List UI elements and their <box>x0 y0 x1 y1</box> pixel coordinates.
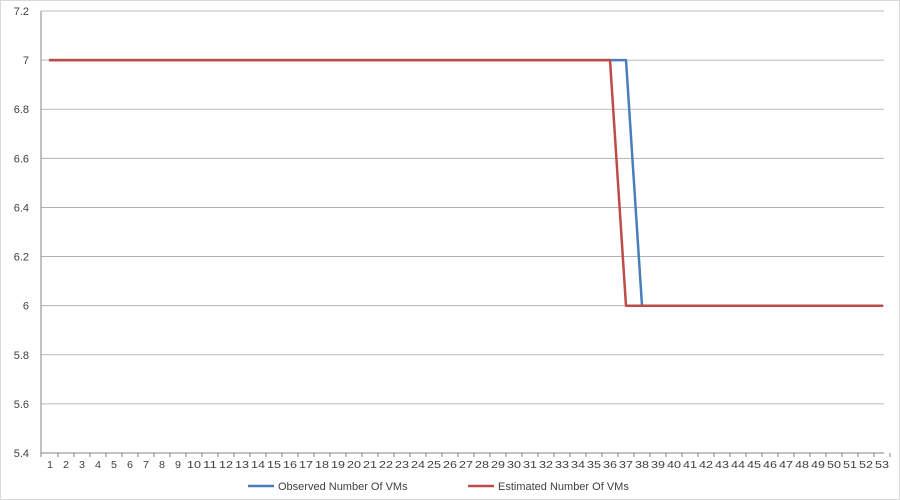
x-tick-label: 40 <box>667 460 682 471</box>
x-tick-label: 49 <box>811 460 826 471</box>
gridlines <box>41 10 884 405</box>
x-tick-label: 21 <box>363 460 378 471</box>
x-tick-label: 50 <box>827 460 842 471</box>
x-tick-label: 43 <box>715 460 730 471</box>
x-tick-label: 30 <box>507 460 522 471</box>
y-tick-label: 6.4 <box>14 202 29 214</box>
x-tick-label: 2 <box>63 460 69 471</box>
y-tick-labels: 5.4 5.6 5.8 6 6.2 6.4 6.6 6.8 7 7.2 <box>14 6 29 460</box>
legend: Observed Number Of VMs Estimated Number O… <box>248 481 629 493</box>
x-tick-label: 41 <box>683 460 698 471</box>
x-tick-label: 48 <box>795 460 810 471</box>
x-tick-label: 11 <box>203 460 218 471</box>
x-tick-label: 14 <box>251 460 266 471</box>
x-tick-label: 29 <box>491 460 506 471</box>
x-tick-label: 17 <box>299 460 314 471</box>
y-tick-label: 6.8 <box>14 104 29 116</box>
x-tick-label: 47 <box>779 460 794 471</box>
x-tick-label: 45 <box>747 460 762 471</box>
x-tick-label: 39 <box>651 460 666 471</box>
y-tick-label: 6.6 <box>14 153 29 165</box>
x-tick-label: 28 <box>475 460 490 471</box>
x-tick-label: 46 <box>763 460 778 471</box>
x-tick-label: 8 <box>159 460 165 471</box>
x-tick-label: 15 <box>267 460 282 471</box>
x-tick-label: 12 <box>219 460 234 471</box>
x-tick-label: 3 <box>79 460 85 471</box>
y-tick-label: 5.6 <box>14 399 29 411</box>
legend-label: Estimated Number Of VMs <box>498 481 629 493</box>
x-tick-label: 20 <box>347 460 362 471</box>
legend-label: Observed Number Of VMs <box>278 481 408 493</box>
x-tick-label: 37 <box>619 460 634 471</box>
y-tick-label: 6 <box>23 301 29 313</box>
series-lines <box>48 58 884 307</box>
x-tick-label: 19 <box>331 460 346 471</box>
x-tick-label: 7 <box>143 460 149 471</box>
x-tick-label: 18 <box>315 460 330 471</box>
x-tick-label: 33 <box>555 460 570 471</box>
y-tick-label: 5.4 <box>14 448 29 460</box>
x-tick-label: 4 <box>95 460 101 471</box>
y-tick-label: 5.8 <box>14 350 29 362</box>
series-line-observed <box>48 58 884 307</box>
x-tick-label: 6 <box>127 460 133 471</box>
x-tick-label: 32 <box>539 460 554 471</box>
x-tick-label: 25 <box>427 460 442 471</box>
x-tick-label: 26 <box>443 460 458 471</box>
x-tick-label: 24 <box>411 460 426 471</box>
x-tick-label: 13 <box>235 460 250 471</box>
x-tick-label: 27 <box>459 460 474 471</box>
axes <box>40 11 891 457</box>
x-tick-label: 38 <box>635 460 650 471</box>
x-tick-label: 1 <box>47 460 53 471</box>
x-tick-label: 31 <box>523 460 538 471</box>
x-tick-label: 42 <box>699 460 714 471</box>
y-tick-label: 7.2 <box>14 6 29 18</box>
y-tick-label: 7 <box>23 55 29 67</box>
x-tick-label: 53 <box>875 460 890 471</box>
x-tick-label: 34 <box>571 460 586 471</box>
x-tick-label: 22 <box>379 460 394 471</box>
x-tick-label: 52 <box>859 460 874 471</box>
x-tick-label: 16 <box>283 460 298 471</box>
x-tick-label: 51 <box>843 460 858 471</box>
x-tick-label: 9 <box>175 460 181 471</box>
x-tick-label: 10 <box>187 460 202 471</box>
x-tick-label: 44 <box>731 460 746 471</box>
x-tick-labels: 1 2 3 4 5 6 7 8 9 10 11 12 13 14 15 16 17 18 19 20 21 22 23 24 2… <box>47 460 890 471</box>
x-tick-label: 35 <box>587 460 602 471</box>
y-tick-label: 6.2 <box>14 252 29 264</box>
series-line-estimated <box>48 58 884 307</box>
x-tick-label: 5 <box>111 460 117 471</box>
x-tick-label: 23 <box>395 460 410 471</box>
x-tick-label: 36 <box>603 460 618 471</box>
